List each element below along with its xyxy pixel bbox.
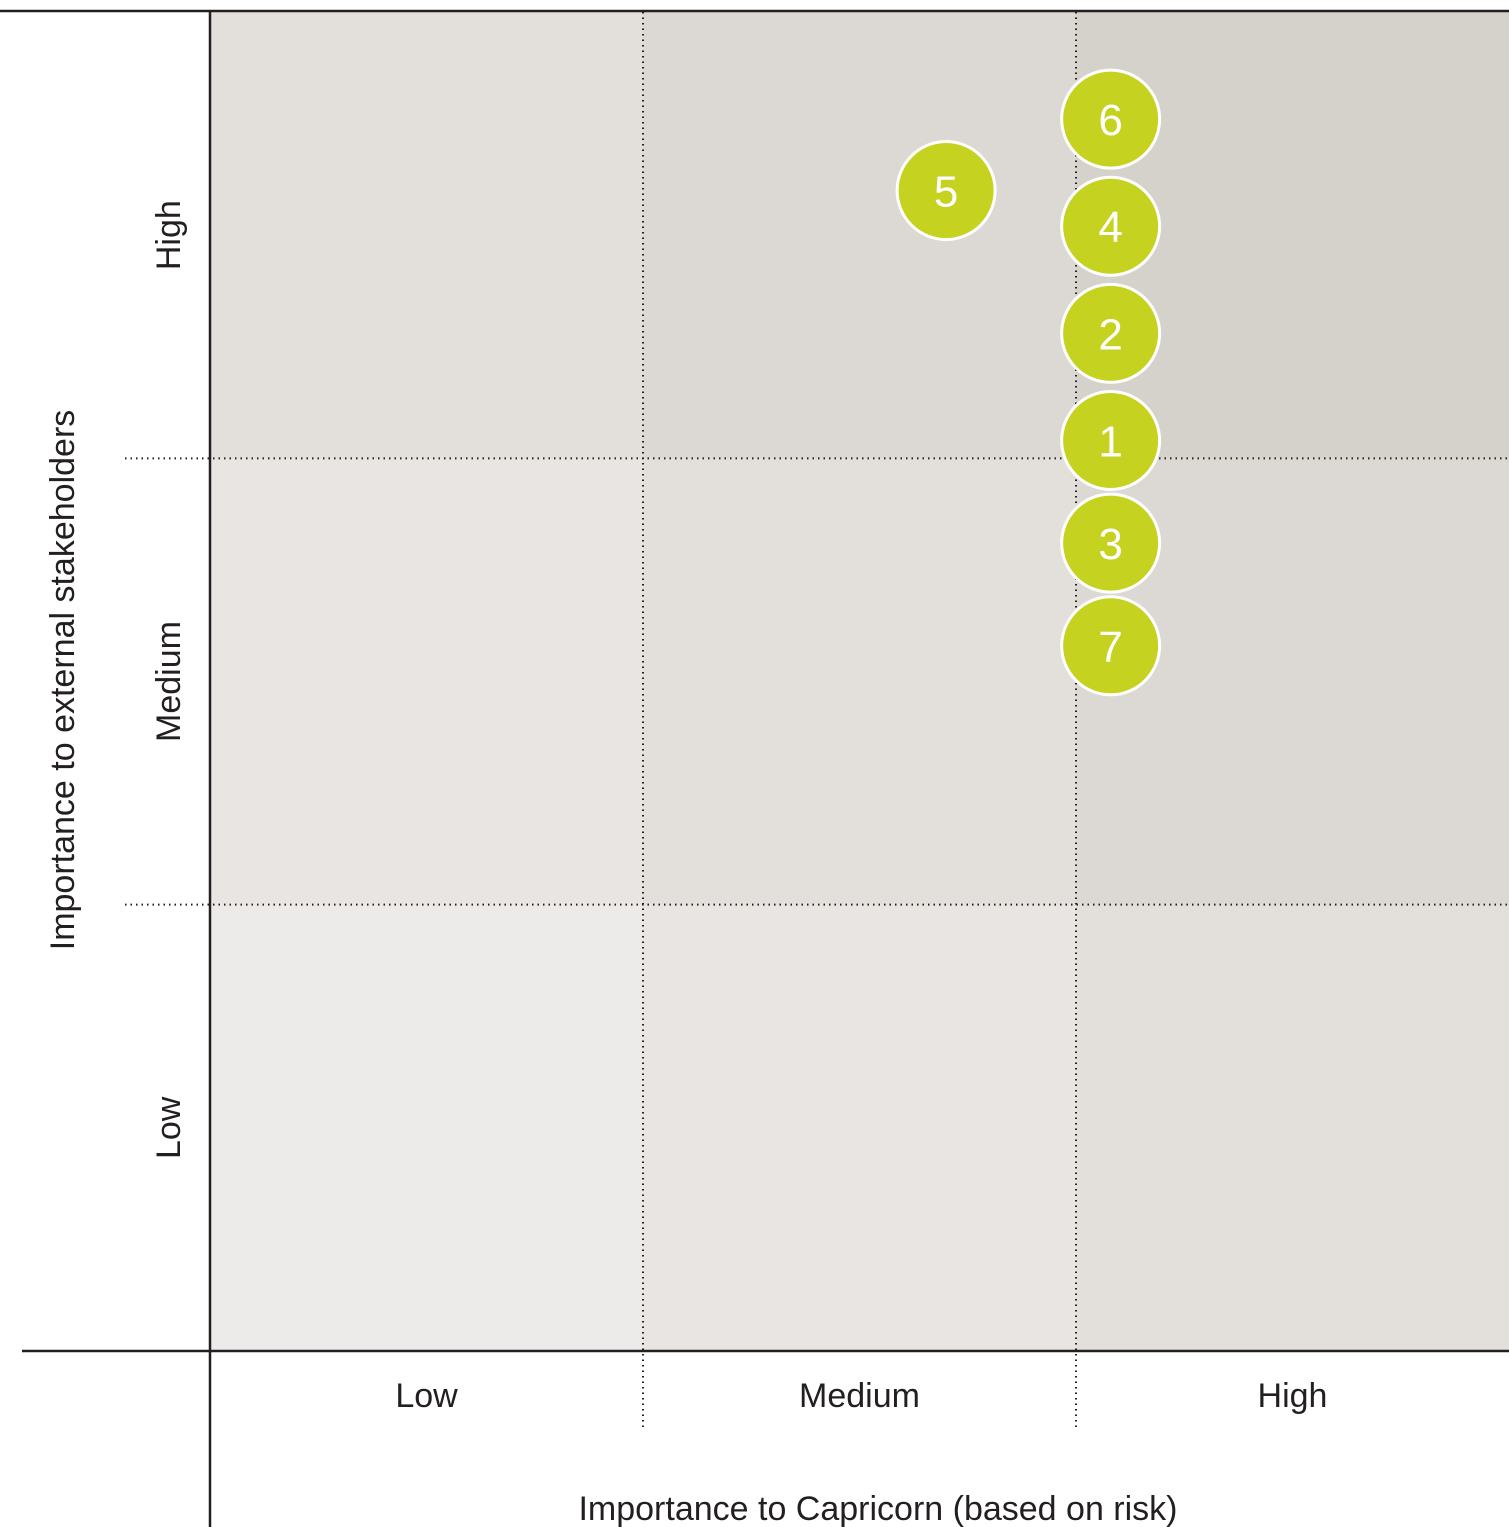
- x-axis-label: Importance to Capricorn (based on risk): [578, 1490, 1177, 1527]
- cell-medium-medium: [643, 458, 1076, 905]
- y-tick-label: Medium: [150, 621, 188, 742]
- data-point-marker: [1060, 595, 1162, 697]
- x-tick-label: Low: [395, 1377, 458, 1415]
- data-point-marker: [1060, 389, 1162, 491]
- data-point-marker: [895, 140, 997, 242]
- x-tick-label: Medium: [799, 1377, 920, 1415]
- quadrant-cells: [210, 12, 1509, 1351]
- data-point-marker: [1060, 175, 1162, 277]
- data-point-label: 6: [1098, 96, 1122, 145]
- tick-labels: Low Medium High Low Medium High: [150, 200, 1327, 1415]
- y-tick-label: High: [150, 200, 188, 270]
- y-tick-label: Low: [150, 1096, 188, 1159]
- data-point-label: 7: [1098, 623, 1122, 672]
- cell-low-high: [1076, 904, 1509, 1351]
- data-point: 5: [895, 140, 997, 242]
- axes: [0, 9, 1509, 1527]
- data-point-marker: [1060, 68, 1162, 170]
- cell-low-low: [210, 904, 643, 1351]
- data-point-label: 1: [1098, 417, 1122, 466]
- cell-high-low: [210, 12, 643, 459]
- data-point: 6: [1060, 68, 1162, 170]
- data-point-label: 3: [1098, 520, 1122, 569]
- data-point-marker: [1060, 492, 1162, 594]
- data-point-label: 2: [1098, 310, 1122, 359]
- data-point: 3: [1060, 492, 1162, 594]
- data-point: 2: [1060, 282, 1162, 384]
- data-point-marker: [1060, 282, 1162, 384]
- cell-low-medium: [643, 904, 1076, 1351]
- data-point: 1: [1060, 389, 1162, 491]
- y-axis-label: Importance to external stakeholders: [44, 410, 82, 951]
- data-point-label: 4: [1098, 203, 1122, 252]
- cell-high-medium: [643, 12, 1076, 459]
- data-point-label: 5: [934, 168, 958, 217]
- x-tick-label: High: [1258, 1377, 1328, 1415]
- data-point: 7: [1060, 595, 1162, 697]
- data-point: 4: [1060, 175, 1162, 277]
- data-points: 6 5 4 2 1 3 7: [895, 68, 1162, 697]
- cell-medium-low: [210, 458, 643, 905]
